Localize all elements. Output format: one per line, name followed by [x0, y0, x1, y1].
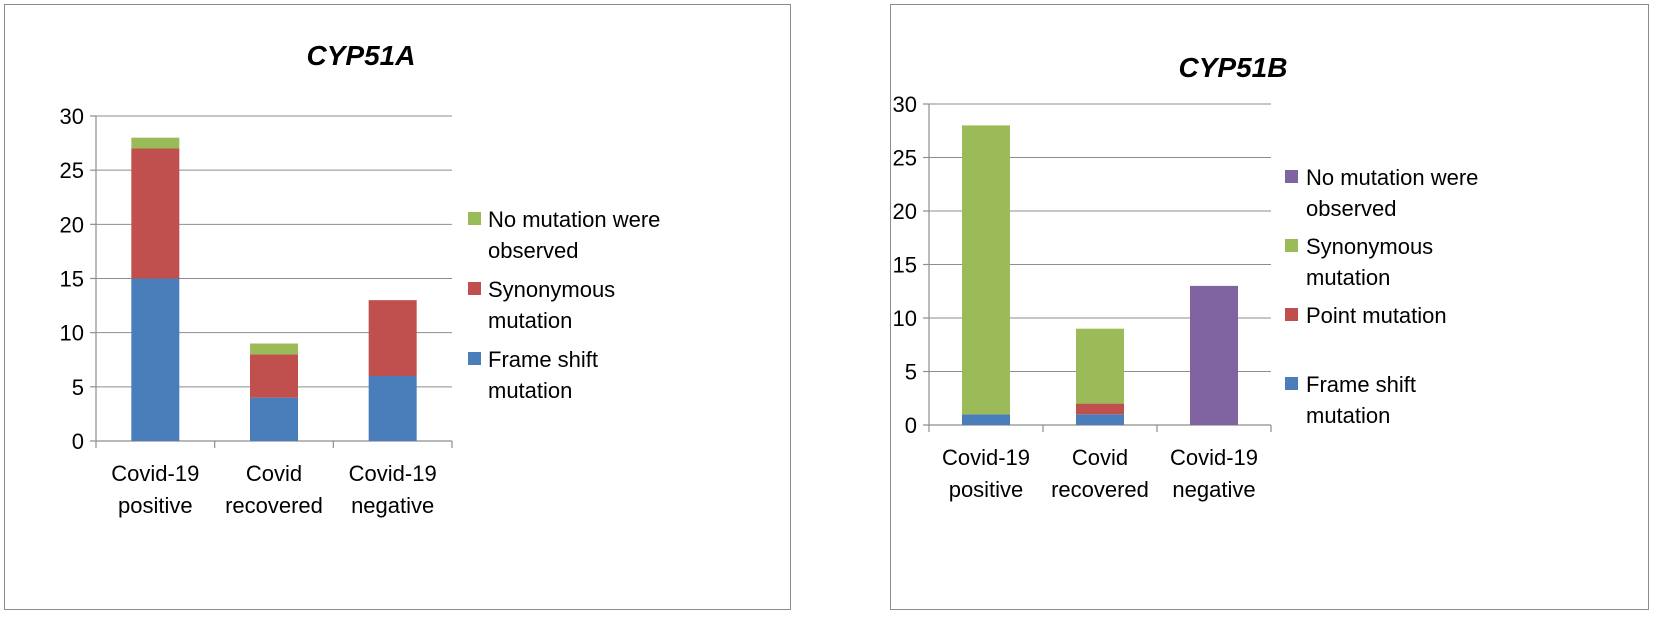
chart-title: CYP51A [307, 40, 416, 71]
legend-label: Frame shift [488, 347, 598, 372]
y-tick-label: 15 [893, 253, 917, 278]
legend-label: mutation [488, 378, 572, 403]
bar-segment [131, 137, 180, 149]
y-tick-label: 10 [893, 306, 917, 331]
x-category-label: negative [1172, 477, 1255, 502]
legend-label: mutation [1306, 403, 1390, 428]
legend-label: observed [1306, 196, 1397, 221]
x-category-label: positive [118, 493, 193, 518]
legend-label: No mutation were [1306, 165, 1478, 190]
bar-segment [1076, 328, 1124, 404]
legend-swatch [468, 282, 481, 295]
x-category-label: negative [351, 493, 434, 518]
bar-segment [368, 300, 417, 376]
x-category-label: Covid-19 [942, 445, 1030, 470]
bar-segment [131, 148, 180, 279]
legend-label: Synonymous [488, 277, 615, 302]
x-category-label: Covid [1072, 445, 1128, 470]
legend-label: Synonymous [1306, 234, 1433, 259]
x-category-label: Covid-19 [111, 461, 199, 486]
y-tick-label: 20 [893, 199, 917, 224]
bar-segment [250, 397, 298, 441]
bar-segment [962, 414, 1010, 425]
chart-title: CYP51B [1179, 52, 1288, 83]
x-category-label: recovered [1051, 477, 1149, 502]
legend-label: mutation [488, 308, 572, 333]
y-tick-label: 25 [60, 158, 84, 183]
legend-swatch [468, 212, 481, 225]
chart-panel-cyp51b: CYP51B 0 5 10 15 20 25 30 Covid-19 positive Covid r… [890, 4, 1649, 610]
y-tick-label: 10 [60, 321, 84, 346]
bar-segment [1076, 403, 1124, 415]
legend-swatch [468, 352, 481, 365]
x-category-label: recovered [225, 493, 323, 518]
y-tick-label: 0 [72, 429, 84, 454]
y-tick-label: 5 [905, 360, 917, 385]
bar-segment [368, 376, 417, 441]
y-tick-label: 15 [60, 267, 84, 292]
y-tick-label: 20 [60, 212, 84, 237]
bar-segment [1190, 285, 1238, 425]
legend-swatch [1285, 377, 1298, 390]
chart-panel-cyp51a: CYP51A 0 5 10 15 20 25 30 Covid-19 positive Covid r… [4, 4, 791, 610]
bar-segment [962, 125, 1010, 415]
legend-label: Point mutation [1306, 303, 1447, 328]
legend-swatch [1285, 308, 1298, 321]
x-category-label: Covid-19 [1170, 445, 1258, 470]
legend-label: observed [488, 238, 579, 263]
bar-segment [250, 343, 298, 355]
x-category-label: Covid [246, 461, 302, 486]
chart-cyp51b: CYP51B 0 5 10 15 20 25 30 Covid-19 positive Covid r… [893, 52, 1479, 502]
bar-segment [1076, 414, 1124, 425]
legend-label: Frame shift [1306, 372, 1416, 397]
legend-label: mutation [1306, 265, 1390, 290]
legend-swatch [1285, 170, 1298, 183]
y-tick-label: 30 [893, 92, 917, 117]
chart-cyp51a: CYP51A 0 5 10 15 20 25 30 Covid-19 positive Covid r… [60, 40, 661, 518]
y-tick-label: 30 [60, 104, 84, 129]
y-tick-label: 0 [905, 413, 917, 438]
x-category-label: positive [949, 477, 1024, 502]
y-tick-label: 5 [72, 375, 84, 400]
bar-segment [131, 278, 180, 441]
y-tick-label: 25 [893, 146, 917, 171]
legend-swatch [1285, 239, 1298, 252]
legend-label: No mutation were [488, 207, 660, 232]
bar-segment [250, 354, 298, 398]
x-category-label: Covid-19 [349, 461, 437, 486]
